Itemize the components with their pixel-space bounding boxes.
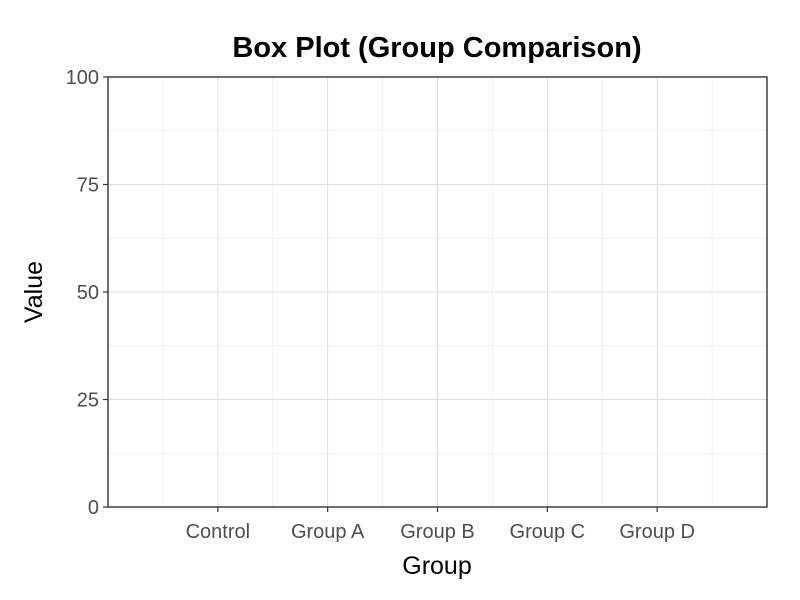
chart-title: Box Plot (Group Comparison) — [232, 32, 641, 64]
x-tick-label: Group B — [400, 521, 474, 543]
y-tick-label: 25 — [77, 390, 99, 412]
grid-layer — [108, 76, 767, 508]
y-tick-label: 50 — [77, 282, 99, 304]
y-tick-label: 100 — [66, 67, 99, 89]
x-axis-title: Group — [402, 552, 471, 580]
y-tick-label: 75 — [77, 175, 99, 197]
y-tick-label: 0 — [88, 497, 99, 519]
x-tick-label: Control — [186, 521, 250, 543]
x-tick-label: Group A — [291, 521, 365, 543]
y-axis-title: Value — [20, 261, 48, 323]
x-tick-label: Group D — [619, 521, 695, 543]
tick-layer: 0 25 50 75 100 Control Group A Group B Group C Gr… — [66, 67, 695, 543]
x-tick-label: Group C — [510, 521, 586, 543]
